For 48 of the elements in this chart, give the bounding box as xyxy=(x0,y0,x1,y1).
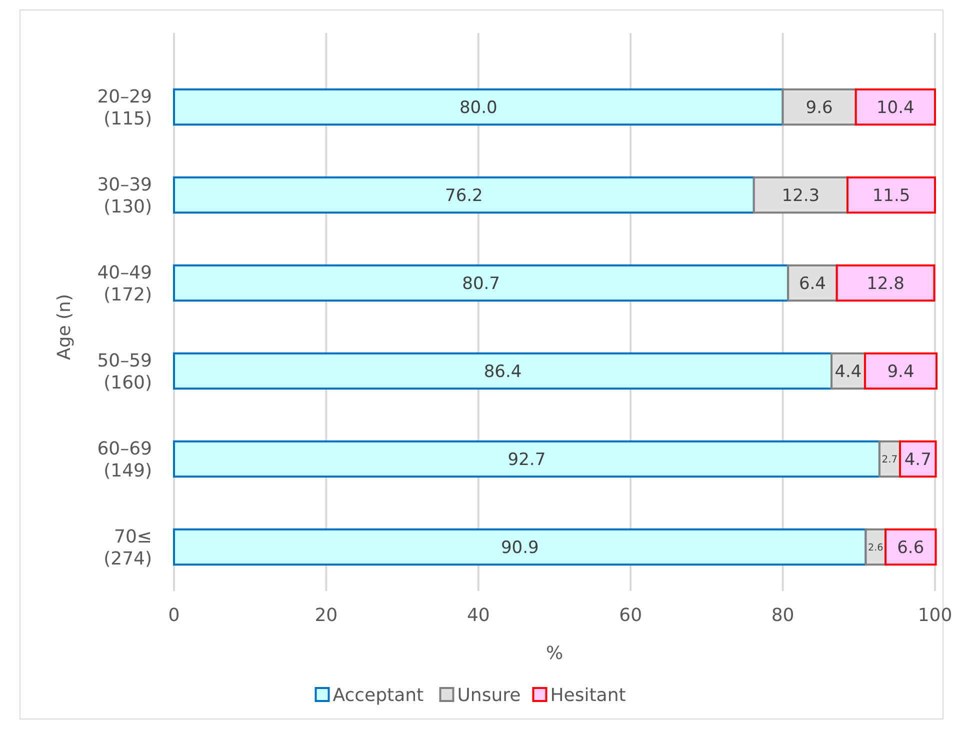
y-axis-title: Age (n) xyxy=(54,294,75,360)
bar xyxy=(173,264,790,302)
x-tick-label: 60 xyxy=(619,605,642,626)
bar xyxy=(884,528,937,566)
data-label: 76.2 xyxy=(445,186,483,206)
data-label: 4.7 xyxy=(904,450,932,470)
data-label: 6.4 xyxy=(798,274,826,294)
x-tick-label: 0 xyxy=(168,605,180,626)
data-label: 10.4 xyxy=(876,98,914,118)
data-label: 2.6 xyxy=(868,542,884,554)
x-tick-label: 100 xyxy=(918,605,952,626)
x-tick-label: 20 xyxy=(314,605,338,626)
bar xyxy=(173,176,755,214)
legend-label: Acceptant xyxy=(332,685,424,706)
data-label: 11.5 xyxy=(872,186,910,206)
x-tick-label: 80 xyxy=(771,605,794,626)
y-tick-label: 60–69 (149) xyxy=(97,438,152,482)
legend-label: Unsure xyxy=(457,685,521,706)
y-tick-label: 70≤ (274) xyxy=(104,526,152,570)
data-label: 9.4 xyxy=(887,362,914,382)
data-label: 6.6 xyxy=(897,538,924,558)
bar xyxy=(854,88,936,126)
data-label: 92.7 xyxy=(508,450,546,470)
y-tick-label: 50–59 (160) xyxy=(97,350,152,394)
x-tick-label: 40 xyxy=(466,605,490,626)
data-label: 86.4 xyxy=(484,362,522,382)
data-label: 80.7 xyxy=(462,274,500,294)
data-label: 2.7 xyxy=(882,454,898,466)
bar xyxy=(846,176,936,214)
bar xyxy=(787,264,838,302)
y-tick-label: 20–29 (115) xyxy=(97,86,152,130)
y-tick-label: 30–39 (130) xyxy=(97,174,152,218)
data-label: 12.8 xyxy=(866,274,904,294)
bar xyxy=(173,528,867,566)
bar xyxy=(173,88,784,126)
bar xyxy=(173,440,880,478)
data-label: 80.0 xyxy=(459,98,498,118)
y-tick-label: 40–49 (172) xyxy=(97,262,152,306)
bar xyxy=(173,352,833,390)
data-label: 4.4 xyxy=(834,360,862,381)
data-label: 9.6 xyxy=(806,98,833,118)
bar xyxy=(898,440,937,478)
data-label: 90.9 xyxy=(500,538,539,558)
bar xyxy=(836,264,936,302)
x-axis-title: % xyxy=(546,643,564,664)
bar xyxy=(864,352,938,390)
data-label: 12.3 xyxy=(782,186,820,206)
legend-label: Hesitant xyxy=(550,685,626,706)
